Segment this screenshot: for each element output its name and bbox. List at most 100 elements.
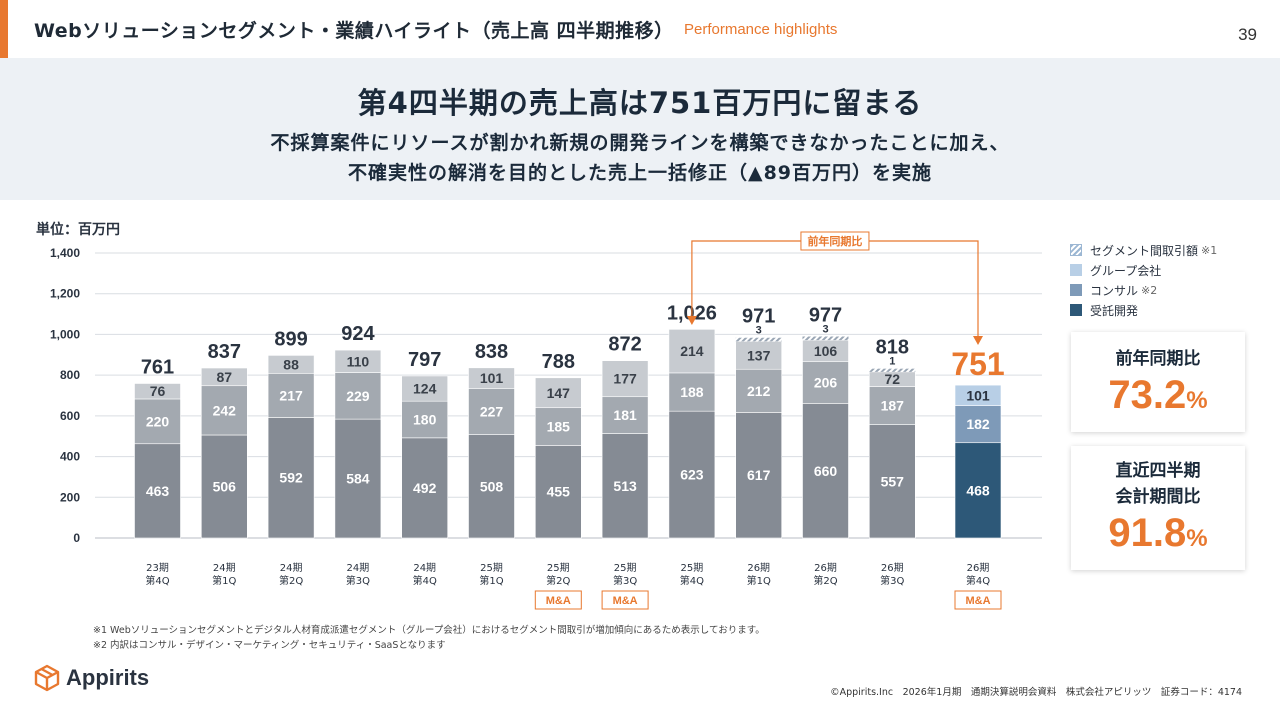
kpi-label: 前年同期比 <box>1115 349 1201 369</box>
bar-value-label: 188 <box>680 384 704 400</box>
bar-value-label: 182 <box>966 416 990 432</box>
bar-segment-itaku <box>201 434 248 539</box>
legend-item-consul: コンサル ※2 <box>1070 280 1217 300</box>
legend-swatch-itaku <box>1070 304 1082 316</box>
bar-total-label: 788 <box>542 351 575 373</box>
bar-segment-inter-segment <box>869 368 916 372</box>
bar-segment-consul <box>134 398 181 445</box>
bar-total-label: 899 <box>274 328 307 350</box>
y-tick-label: 1,000 <box>50 327 80 341</box>
footnote-2: ※2 内訳はコンサル・デザイン・マーケティング・セキュリティ・SaaSとなります <box>93 640 446 651</box>
legend-label: グループ会社 <box>1090 263 1162 278</box>
bar-value-label: 137 <box>747 347 771 363</box>
bar-segment-group <box>468 367 515 389</box>
bar-value-label: 220 <box>146 413 170 429</box>
inter-segment-label: 1 <box>889 356 895 368</box>
y-tick-label: 600 <box>60 409 80 423</box>
x-category-label: 25期 <box>614 562 637 574</box>
bar-value-label: 76 <box>150 383 166 399</box>
bar-value-label: 187 <box>881 398 905 414</box>
legend-label: セグメント間取引額 <box>1090 243 1199 258</box>
x-category-label: 第4Q <box>145 574 169 587</box>
ma-badge-label: M&A <box>546 595 571 607</box>
unit-label: 単位：百万円 <box>36 222 120 238</box>
bar-value-label: 212 <box>747 383 771 399</box>
x-category-label: 24期 <box>413 562 436 574</box>
revenue-chart: 0 200 400 600 800 1,000 1,200 1,400 463 220 76 761 2… <box>50 231 1042 610</box>
bar-value-label: 106 <box>814 343 838 359</box>
bar-segment-itaku <box>868 424 916 539</box>
bar-segment-itaku <box>334 418 382 539</box>
legend-swatch-consul <box>1070 284 1082 296</box>
bar-value-label: 124 <box>413 381 437 397</box>
bar-segment-group <box>201 367 248 387</box>
x-category-label: 第3Q <box>880 574 904 587</box>
bar-segment-group <box>668 329 716 374</box>
bar-segment-itaku <box>468 434 515 539</box>
page-title: Webソリューションセグメント・業績ハイライト（売上高 四半期推移） <box>34 20 674 42</box>
x-category-label: 第4Q <box>966 574 990 587</box>
x-category-label: 第1Q <box>212 574 236 587</box>
x-category-label: 25期 <box>547 562 570 574</box>
bar-value-label: 217 <box>279 387 303 403</box>
y-tick-label: 1,400 <box>50 246 80 260</box>
bar-value-label: 513 <box>613 478 637 494</box>
kpi-card-yoy: 前年同期比 73.2% <box>1071 332 1245 432</box>
legend-item-itaku: 受託開発 <box>1070 300 1217 320</box>
bar-segment-group <box>954 384 1002 406</box>
bar-segment-consul <box>601 396 649 434</box>
bar-segment-group <box>401 375 449 402</box>
kpi-number: 73.2 <box>1108 373 1187 417</box>
bar-total-label: 797 <box>408 349 441 371</box>
inter-segment-label: 3 <box>756 325 762 337</box>
bar-segment-consul <box>468 388 515 435</box>
inter-segment-label: 3 <box>822 324 828 336</box>
legend-item-inter-segment: セグメント間取引額 ※1 <box>1070 240 1217 260</box>
kpi-number: 91.8 <box>1108 511 1187 555</box>
bar-value-label: 206 <box>814 375 838 391</box>
bar-value-label: 72 <box>885 371 901 387</box>
comparison-arrow-right <box>973 336 983 345</box>
legend-note: ※2 <box>1141 283 1158 297</box>
kpi-card-qoq: 直近四半期 会計期間比 91.8% <box>1071 446 1245 570</box>
bar-value-label: 455 <box>547 484 571 500</box>
bar-segment-consul <box>954 405 1002 444</box>
ma-badge <box>534 590 582 610</box>
kpi-label: 直近四半期 会計期間比 <box>1071 458 1245 510</box>
bar-segment-group <box>334 349 382 373</box>
y-tick-label: 400 <box>60 450 80 464</box>
bar-total-label: 977 <box>809 305 842 327</box>
x-category-label: 第4Q <box>680 574 704 587</box>
kpi-value: 73.2% <box>1071 372 1245 424</box>
bar-total-label: 971 <box>742 306 775 328</box>
bar-value-label: 101 <box>966 387 990 403</box>
footnote-1: ※1 Webソリューションセグメントとデジタル人材育成派遣セグメント（グループ会… <box>93 625 765 636</box>
bar-value-label: 242 <box>213 402 237 418</box>
x-category-label: 第2Q <box>279 574 303 587</box>
x-category-label: 24期 <box>280 562 303 574</box>
bar-value-label: 660 <box>814 463 838 479</box>
bar-value-label: 181 <box>613 407 637 423</box>
comparison-arrow-left <box>686 316 697 325</box>
x-category-label: 第4Q <box>413 574 437 587</box>
kpi-unit: % <box>1186 525 1208 552</box>
bar-value-label: 227 <box>480 403 504 419</box>
bar-value-label: 468 <box>966 482 990 498</box>
bar-total-label: 924 <box>341 323 375 345</box>
bar-segment-itaku <box>267 417 315 539</box>
bar-total-label: 838 <box>475 341 508 363</box>
logo-text: Appirits <box>66 665 150 690</box>
x-category-label: 24期 <box>347 562 370 574</box>
bar-value-label: 147 <box>547 385 571 401</box>
bar-value-label: 592 <box>279 470 303 486</box>
x-category-label: 26期 <box>881 562 904 574</box>
banner-headline: 第4四半期の売上高は751百万円に留まる <box>357 86 923 120</box>
bar-segment-consul <box>267 373 315 418</box>
banner-line-2: 不確実性の解消を目的とした売上一括修正（▲89百万円）を実施 <box>347 162 933 184</box>
x-category-label: 第2Q <box>546 574 570 587</box>
bar-segment-inter-segment <box>802 336 849 341</box>
bar-segment-consul <box>735 368 783 413</box>
x-category-label: 第3Q <box>613 574 637 587</box>
legend-label: 受託開発 <box>1090 303 1139 318</box>
bar-value-label: 214 <box>680 343 704 359</box>
